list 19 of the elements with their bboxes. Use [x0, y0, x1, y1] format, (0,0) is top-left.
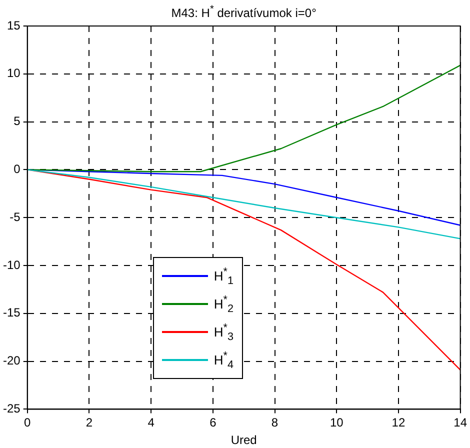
y-tick-label: 0 — [14, 162, 21, 176]
x-tick-label: 12 — [392, 416, 406, 430]
y-tick-label: 15 — [6, 18, 21, 32]
y-tick-label: 5 — [14, 114, 21, 128]
x-axis-title: Ured — [230, 433, 257, 448]
y-tick-label: -15 — [3, 306, 21, 320]
y-tick-label: 10 — [6, 66, 21, 80]
y-tick-label: -5 — [10, 210, 21, 224]
x-tick-label: 14 — [454, 416, 468, 430]
x-tick-label: 6 — [210, 416, 217, 430]
y-tick-label: -20 — [3, 354, 21, 368]
y-tick-label: -10 — [3, 258, 21, 272]
y-tick-label: -25 — [3, 402, 21, 416]
x-tick-label: 10 — [330, 416, 344, 430]
x-tick-label: 0 — [24, 416, 31, 430]
x-tick-label: 8 — [271, 416, 278, 430]
x-tick-label: 4 — [148, 416, 155, 430]
x-tick-label: 2 — [86, 416, 93, 430]
chart-title: M43: H$^{*}$ derivatívumok i=0° — [170, 4, 318, 20]
